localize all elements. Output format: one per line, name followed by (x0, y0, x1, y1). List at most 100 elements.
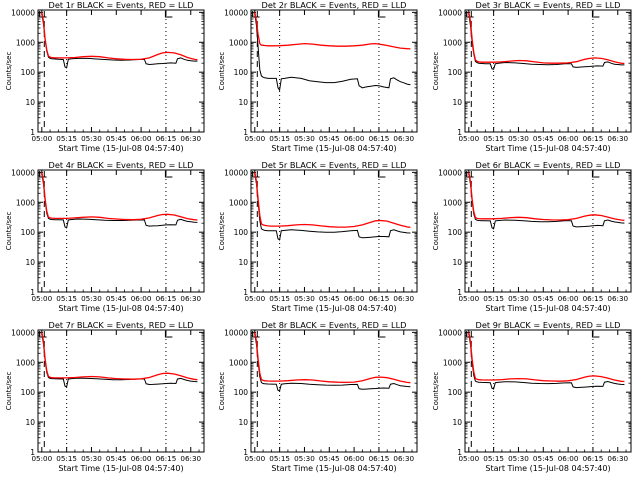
y-tick-label: 10 (238, 418, 248, 427)
y-tick-label: 1 (30, 448, 35, 457)
y-tick-label: 1 (457, 288, 462, 297)
start-marker (39, 331, 47, 338)
x-tick-label: 05:00 (458, 294, 479, 303)
y-tick-label: 10 (25, 418, 35, 427)
lld-series-line (41, 172, 198, 221)
y-tick-label: 10000 (224, 8, 248, 17)
lld-series-line (468, 172, 625, 222)
start-marker (466, 171, 474, 178)
y-tick-label: 10 (452, 258, 462, 267)
events-series-line (468, 173, 625, 230)
y-tick-label: 10000 (11, 8, 35, 17)
y-tick-label: 10000 (224, 328, 248, 337)
x-tick-label: 05:15 (56, 134, 77, 143)
lld-series-line (468, 332, 625, 383)
y-axis-label: Counts/sec (218, 372, 226, 411)
y-tick-label: 100 (21, 68, 36, 77)
x-tick-label: 06:00 (131, 454, 152, 463)
lld-series-line (254, 332, 411, 384)
events-series-line (468, 13, 625, 70)
start-marker (39, 171, 47, 178)
x-axis-label: Start Time (15-Jul-08 04:57:40) (485, 144, 610, 153)
x-tick-label: 06:30 (393, 294, 414, 303)
events-series-line (468, 333, 625, 390)
x-tick-label: 05:30 (508, 294, 529, 303)
x-tick-label: 06:30 (180, 294, 201, 303)
events-series-line (41, 13, 198, 69)
y-tick-label: 100 (448, 68, 463, 77)
x-axis-label: Start Time (15-Jul-08 04:57:40) (58, 464, 183, 473)
y-tick-label: 10000 (438, 8, 462, 17)
y-tick-label: 10 (238, 258, 248, 267)
x-tick-label: 05:30 (294, 134, 315, 143)
events-series-line (41, 333, 198, 388)
x-axis-label: Start Time (15-Jul-08 04:57:40) (58, 304, 183, 313)
y-tick-label: 10000 (438, 168, 462, 177)
x-tick-label: 05:15 (269, 454, 290, 463)
x-tick-label: 05:45 (319, 294, 340, 303)
y-tick-label: 1000 (229, 358, 248, 367)
x-tick-label: 05:45 (533, 454, 554, 463)
plot-frame (464, 9, 632, 133)
x-tick-label: 05:45 (533, 134, 554, 143)
x-tick-label: 06:30 (180, 134, 201, 143)
x-tick-label: 05:15 (483, 454, 504, 463)
lld-series-line (41, 12, 198, 61)
y-tick-label: 10 (238, 98, 248, 107)
start-marker (252, 171, 260, 178)
x-tick-label: 05:30 (294, 454, 315, 463)
events-series-line (254, 333, 411, 392)
x-tick-label: 05:15 (56, 294, 77, 303)
start-marker (252, 331, 260, 338)
y-tick-label: 100 (21, 388, 36, 397)
detector-panel-7: Det 7r BLACK = Events, RED = LLD 1 10 100 10… (5, 320, 205, 473)
x-tick-label: 06:15 (583, 134, 604, 143)
x-tick-label: 05:30 (294, 294, 315, 303)
x-tick-label: 06:15 (156, 294, 177, 303)
plot-frame (37, 169, 205, 293)
chart-title: Det 5r BLACK = Events, RED = LLD (262, 160, 407, 170)
x-tick-label: 05:30 (508, 134, 529, 143)
y-tick-label: 100 (234, 68, 249, 77)
end-marker (164, 11, 173, 18)
end-marker (591, 331, 600, 338)
x-axis-label: Start Time (15-Jul-08 04:57:40) (271, 304, 396, 313)
x-tick-label: 05:00 (244, 134, 265, 143)
x-tick-label: 06:00 (131, 294, 152, 303)
x-tick-label: 05:30 (81, 134, 102, 143)
x-tick-label: 05:45 (106, 454, 127, 463)
x-tick-label: 05:00 (31, 294, 52, 303)
x-tick-label: 06:00 (344, 454, 365, 463)
y-tick-label: 1 (30, 128, 35, 137)
x-tick-label: 05:15 (483, 294, 504, 303)
y-axis-label: Counts/sec (432, 52, 440, 91)
x-tick-label: 06:15 (156, 454, 177, 463)
x-tick-label: 06:00 (558, 294, 579, 303)
x-tick-label: 05:45 (319, 454, 340, 463)
y-tick-label: 100 (448, 228, 463, 237)
y-tick-label: 1000 (16, 38, 35, 47)
chart-title: Det 6r BLACK = Events, RED = LLD (476, 160, 621, 170)
y-tick-label: 100 (234, 228, 249, 237)
end-marker (377, 331, 386, 338)
events-series-line (254, 173, 411, 241)
x-axis-label: Start Time (15-Jul-08 04:57:40) (271, 464, 396, 473)
detector-panel-2: Det 2r BLACK = Events, RED = LLD 1 10 100 10… (218, 0, 418, 153)
x-tick-label: 06:15 (156, 134, 177, 143)
y-axis-label: Counts/sec (5, 372, 13, 411)
x-axis-label: Start Time (15-Jul-08 04:57:40) (271, 144, 396, 153)
y-tick-label: 1000 (443, 38, 462, 47)
plot-frame (464, 169, 632, 293)
y-tick-label: 1 (457, 448, 462, 457)
x-tick-label: 05:30 (81, 454, 102, 463)
events-series-line (254, 13, 411, 92)
y-tick-label: 100 (21, 228, 36, 237)
chart-title: Det 1r BLACK = Events, RED = LLD (49, 0, 194, 10)
y-tick-label: 10000 (438, 328, 462, 337)
end-marker (591, 11, 600, 18)
lld-series-line (41, 332, 198, 381)
y-tick-label: 1000 (16, 198, 35, 207)
x-tick-label: 05:00 (458, 134, 479, 143)
detector-panel-8: Det 8r BLACK = Events, RED = LLD 1 10 100 10… (218, 320, 418, 473)
x-tick-label: 05:00 (458, 454, 479, 463)
